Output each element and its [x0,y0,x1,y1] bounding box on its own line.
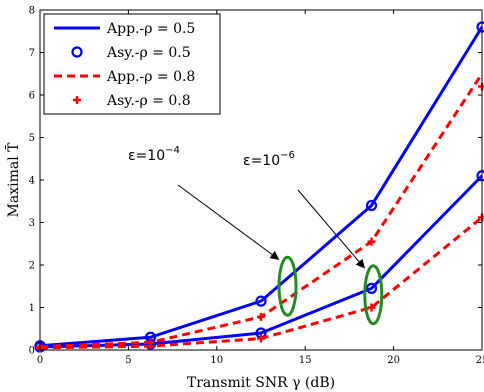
x-tick-label: 0 [37,355,43,366]
y-tick-label: 0 [29,346,35,357]
data-point-plus [257,334,265,343]
legend-item: Asy.-ρ = 0.8 [73,93,191,109]
series [39,26,484,348]
data-point-plus [478,82,484,91]
x-tick-label: 10 [210,355,223,366]
series [36,82,484,351]
y-tick-label: 7 [29,48,35,59]
x-axis-label: Transmit SNR γ (dB) [187,375,335,391]
legend-item: App.-ρ = 0.8 [54,69,195,85]
y-tick-label: 3 [29,218,35,229]
legend: App.-ρ = 0.5 Asy.-ρ = 0.5 App.-ρ = 0.8 Asy.… [43,13,221,115]
annotation-exponent: −4 [165,145,180,156]
axes: 0 5 10 15 20 25 0 1 2 3 4 5 6 7 8 [29,6,484,367]
plot-area [34,21,484,353]
series [39,174,484,349]
y-axis-label: Maximal T̄ [4,142,22,218]
legend-box [43,13,221,115]
callout-ellipse [277,255,298,317]
annotation-label: ε=10−4 [128,145,180,164]
callout-ellipse [363,264,384,326]
data-point-plus [367,237,376,246]
legend-label: Asy.-ρ = 0.5 [106,45,191,61]
data-point-circle [365,282,378,294]
callout-arrow [177,184,280,260]
legend-label: Asy.-ρ = 0.8 [106,93,191,109]
y-tick-label: 4 [29,176,35,187]
series [36,213,484,352]
y-tick-label: 5 [29,133,35,144]
legend-item: App.-ρ = 0.5 [54,21,195,37]
data-point-plus [146,342,155,351]
x-tick-label: 25 [476,355,484,366]
series [34,170,484,353]
y-tick-label: 6 [29,91,35,102]
series-line [39,26,484,348]
callout-arrow [297,189,365,269]
data-point-plus [73,96,81,104]
annotation-label: ε=10−6 [243,150,295,169]
data-point-circle [71,46,83,58]
y-tick-label: 1 [29,303,35,314]
y-tick-label: 2 [29,261,35,272]
data-point-circle [365,199,378,212]
annotation-exponent: −6 [280,150,295,161]
legend-label: App.-ρ = 0.5 [106,21,195,37]
legend-item: Asy.-ρ = 0.5 [71,45,191,61]
x-tick-label: 20 [387,355,400,366]
y-tick-label: 8 [29,6,35,17]
data-point-plus [367,303,376,312]
annotations: ε=10−4 ε=10−6 [128,145,384,326]
series-line [39,174,484,349]
data-point-circle [255,295,267,307]
data-point-plus [257,312,265,321]
x-tick-label: 15 [299,355,312,366]
legend-label: App.-ρ = 0.8 [106,69,195,85]
x-tick-label: 5 [125,355,131,366]
